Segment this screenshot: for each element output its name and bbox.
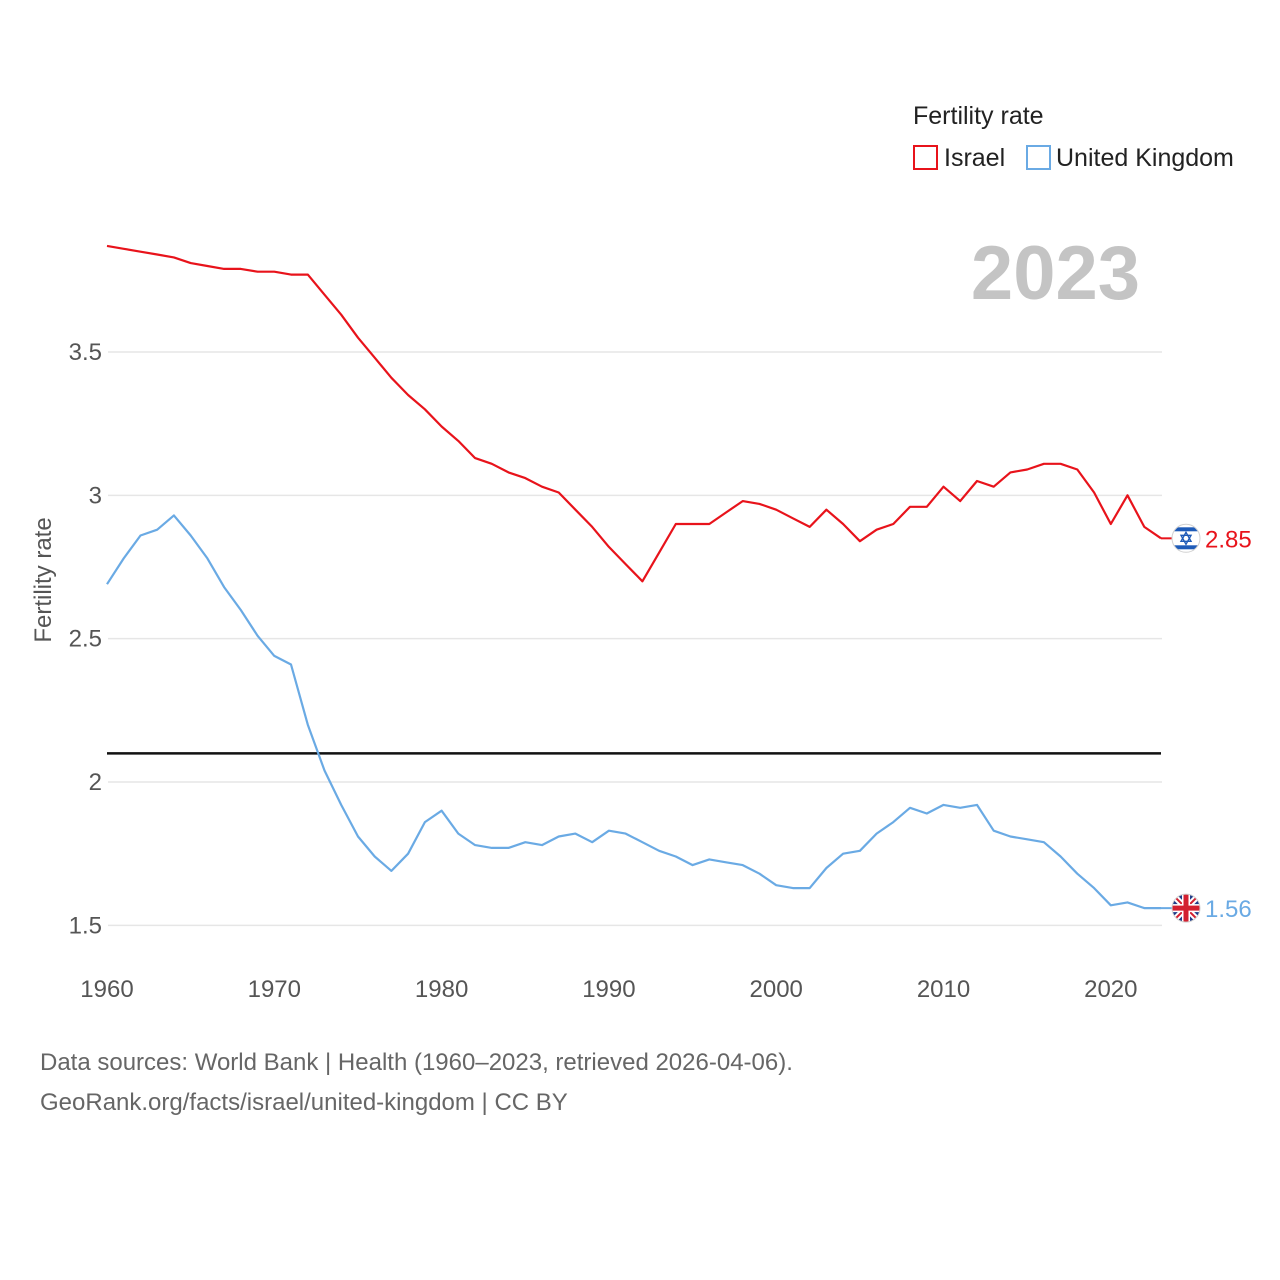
legend-swatch-united-kingdom [1026,145,1051,170]
series-lines [106,244,1172,910]
x-tick-label: 2010 [917,976,970,1003]
y-tick-label: 1.5 [69,912,102,939]
x-tick-label: 1990 [582,976,635,1003]
x-tick-label: 1980 [415,976,468,1003]
y-tick-label: 3.5 [69,339,102,366]
united-kingdom-end-value: 1.56 [1205,896,1252,923]
israel-end-value: 2.85 [1205,526,1252,553]
series-line-israel [106,244,1162,583]
israel-flag-icon [1171,523,1201,553]
legend-title: Fertility rate [913,102,1044,130]
x-tick-label: 2020 [1084,976,1137,1003]
x-tick-label: 2000 [750,976,803,1003]
y-tick-label: 3 [89,482,102,509]
legend-label-united-kingdom: United Kingdom [1056,144,1234,172]
x-tick-label: 1960 [80,976,133,1003]
legend-label-israel: Israel [944,144,1005,172]
legend: Fertility rate Israel United Kingdom [913,102,1234,172]
y-tick-label: 2.5 [69,626,102,653]
axis-ticks: 1.5 2 2.5 3 3.5 1960 1970 1980 1990 2000 2010 2020 [69,339,1138,1003]
series-line-united-kingdom [106,514,1161,910]
x-tick-label: 1970 [248,976,301,1003]
y-tick-label: 2 [89,769,102,796]
gridlines [108,351,1162,927]
data-source-note: Data sources: World Bank | Health (1960–… [40,1049,793,1076]
y-axis-title: Fertility rate [30,517,57,642]
footer: Data sources: World Bank | Health (1960–… [40,1043,793,1123]
united-kingdom-flag-icon [1171,893,1201,923]
current-year-label: 2023 [971,231,1140,316]
legend-swatch-israel [913,145,938,170]
attribution-link[interactable]: GeoRank.org/facts/israel/united-kingdom … [40,1089,568,1116]
